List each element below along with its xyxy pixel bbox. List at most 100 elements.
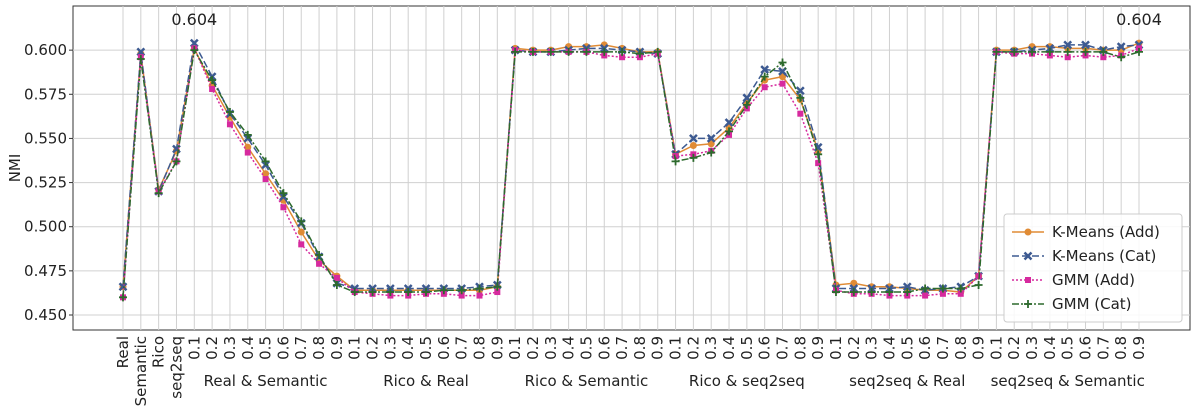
point xyxy=(297,217,306,226)
point xyxy=(475,284,484,293)
x-tick-label: 0.4 xyxy=(720,336,738,360)
x-tick-label: 0.9 xyxy=(809,336,827,360)
point xyxy=(546,47,555,56)
x-tick-label: 0.6 xyxy=(435,336,453,360)
line xyxy=(122,40,1140,292)
line xyxy=(122,45,1140,298)
point xyxy=(706,134,716,143)
point xyxy=(458,292,465,299)
point xyxy=(903,288,912,297)
x-tick-label: 0.8 xyxy=(952,336,970,360)
point xyxy=(778,66,787,76)
x-tick-label: 0.1 xyxy=(827,336,845,360)
point xyxy=(493,282,502,291)
point xyxy=(226,121,233,128)
point xyxy=(1028,47,1037,56)
x-tick-label: 0.6 xyxy=(274,336,292,360)
point xyxy=(261,157,270,166)
point xyxy=(761,84,768,91)
x-tick-label: 0.3 xyxy=(1023,336,1041,360)
point xyxy=(1064,54,1071,61)
point xyxy=(582,47,591,56)
point xyxy=(279,189,288,198)
legend-label: K-Means (Cat) xyxy=(1052,247,1156,265)
x-tick-label: 0.4 xyxy=(560,336,578,360)
annotation: 0.604 xyxy=(171,10,217,29)
point xyxy=(1100,54,1107,61)
point xyxy=(172,157,181,166)
x-tick-label: 0.7 xyxy=(934,336,952,360)
legend-box xyxy=(1003,213,1183,323)
x-tick-label: 0.7 xyxy=(453,336,471,360)
point xyxy=(672,153,679,160)
x-tick-label: 0.3 xyxy=(702,336,720,360)
point xyxy=(831,288,840,297)
x-tick-label: 0.7 xyxy=(292,336,310,360)
x-tick-label: 0.1 xyxy=(506,336,524,360)
point xyxy=(796,93,805,102)
point xyxy=(957,290,964,297)
y-tick-label: 0.575 xyxy=(24,85,67,103)
point xyxy=(244,149,251,156)
x-tick-label: 0.6 xyxy=(595,336,613,360)
point xyxy=(1081,40,1090,50)
point xyxy=(815,160,822,167)
point xyxy=(1117,53,1126,62)
point xyxy=(1024,228,1032,236)
x-tick-label: 0.3 xyxy=(221,336,239,360)
point xyxy=(618,47,627,56)
point xyxy=(298,241,305,248)
point xyxy=(1099,47,1108,56)
point xyxy=(315,250,324,259)
x-tick-label: 0.5 xyxy=(738,336,756,360)
x-tick-label: 0.8 xyxy=(631,336,649,360)
point xyxy=(992,47,1001,56)
point xyxy=(386,288,395,297)
point xyxy=(742,100,751,109)
point xyxy=(190,46,199,55)
x-tick-label: 0.8 xyxy=(310,336,328,360)
point xyxy=(939,290,946,297)
x-tick-label: 0.1 xyxy=(185,336,203,360)
point xyxy=(707,148,716,157)
point xyxy=(974,280,983,289)
point xyxy=(1063,40,1073,50)
point xyxy=(921,284,930,293)
y-axis-label: NMI xyxy=(6,154,24,183)
x-tick-label: 0.4 xyxy=(1041,336,1059,360)
point xyxy=(368,288,377,297)
point xyxy=(779,80,786,87)
x-tick-label: 0.8 xyxy=(791,336,809,360)
point xyxy=(1081,47,1090,56)
x-tick-label: 0.7 xyxy=(613,336,631,360)
point xyxy=(922,292,929,299)
point xyxy=(511,47,520,56)
point xyxy=(225,107,234,116)
x-tick-label: 0.9 xyxy=(488,336,506,360)
x-tick-label: 0.4 xyxy=(239,336,257,360)
point xyxy=(154,189,163,198)
point xyxy=(422,288,431,297)
x-tick-label: 0.2 xyxy=(684,336,702,360)
annotation: 0.604 xyxy=(1116,10,1162,29)
x-tick-label: 0.9 xyxy=(970,336,988,360)
point xyxy=(1116,42,1126,51)
plot-frame xyxy=(72,5,1191,331)
point xyxy=(119,293,127,302)
series xyxy=(119,39,1143,296)
x-tick-label: 0.3 xyxy=(542,336,560,360)
x-tick-label: Rico xyxy=(150,336,168,368)
x-tick-label: 0.2 xyxy=(524,336,542,360)
x-tick-label: 0.5 xyxy=(1059,336,1077,360)
y-tick-label: 0.525 xyxy=(24,174,67,192)
point xyxy=(1024,300,1032,308)
point xyxy=(619,54,626,61)
group-label: Rico & Real xyxy=(383,372,469,390)
point xyxy=(1025,277,1031,283)
x-tick-label: Semantic xyxy=(132,336,150,406)
point xyxy=(136,54,145,63)
legend-label: K-Means (Add) xyxy=(1052,223,1160,241)
x-tick-label: 0.8 xyxy=(470,336,488,360)
point xyxy=(956,284,965,293)
